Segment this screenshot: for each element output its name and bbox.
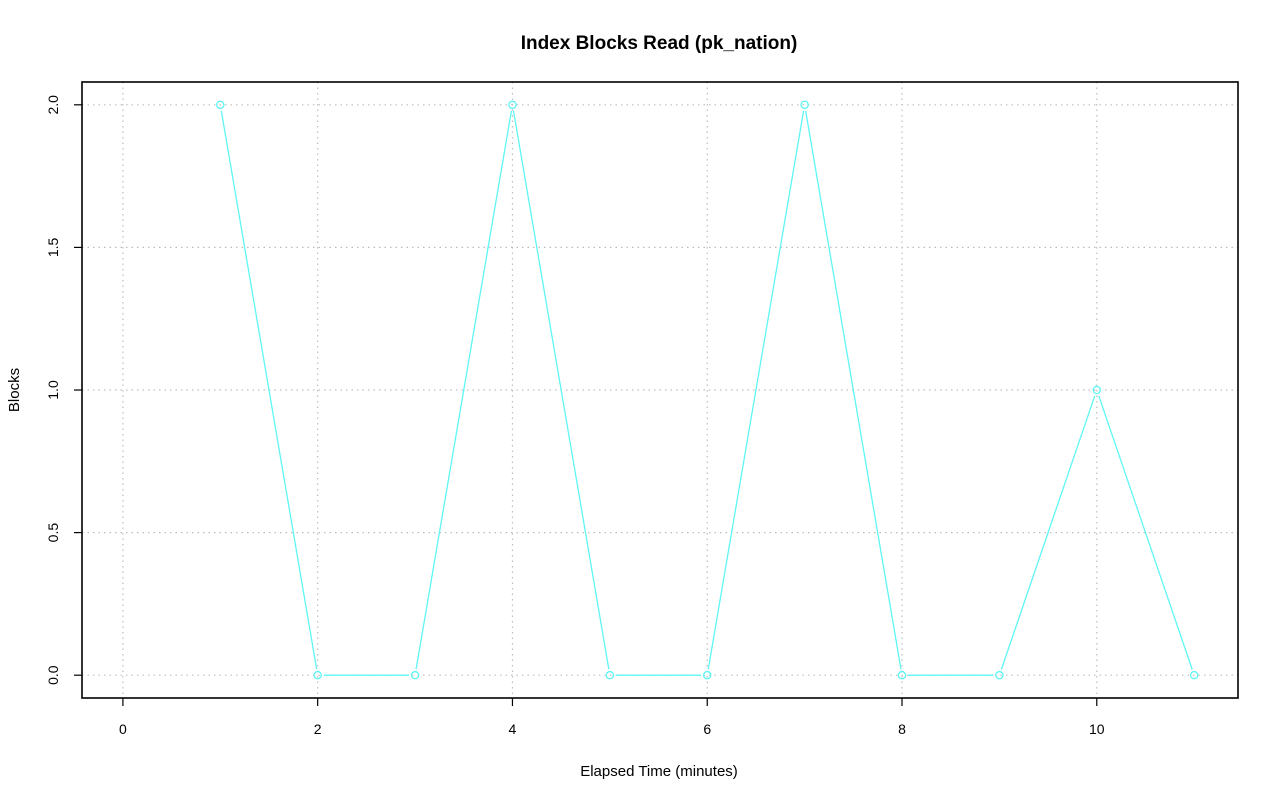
series-line-segment [512, 110, 610, 670]
y-tick-label: 2.0 [45, 95, 61, 115]
x-tick-label: 0 [119, 721, 127, 737]
series-line-segment [415, 110, 513, 670]
data-point [1092, 385, 1102, 395]
chart-title: Index Blocks Read (pk_nation) [521, 33, 798, 54]
series-line-segment [220, 110, 318, 670]
x-tick-label: 8 [898, 721, 906, 737]
data-point [800, 100, 809, 110]
grid [82, 82, 1238, 698]
series-line-segment [804, 110, 902, 670]
y-axis-label: Blocks [6, 368, 23, 412]
x-tick-label: 4 [509, 721, 517, 737]
data-point [313, 670, 322, 680]
x-tick-label: 2 [314, 721, 322, 737]
data-series [216, 100, 1199, 680]
series-line-segment [1098, 395, 1193, 670]
series-line-segment [1000, 395, 1096, 670]
data-point [1189, 670, 1199, 680]
y-tick-label: 1.5 [45, 237, 61, 257]
y-tick-label: 0.5 [45, 523, 61, 543]
x-axis-label: Elapsed Time (minutes) [580, 763, 738, 780]
y-tick-label: 0.0 [45, 665, 61, 685]
data-point [508, 100, 517, 110]
data-point [605, 670, 615, 680]
x-tick-label: 10 [1089, 721, 1105, 737]
y-tick-label: 1.0 [45, 380, 61, 400]
data-point [897, 670, 907, 680]
x-tick-label: 6 [703, 721, 711, 737]
data-point [216, 100, 225, 110]
data-point [995, 670, 1004, 680]
data-point [702, 670, 712, 680]
axis-ticks: 0 2 4 6 8 10 0.0 0.5 1.0 1.5 2.0 [45, 95, 1105, 737]
data-point [410, 670, 420, 680]
series-line-segment [707, 110, 805, 670]
